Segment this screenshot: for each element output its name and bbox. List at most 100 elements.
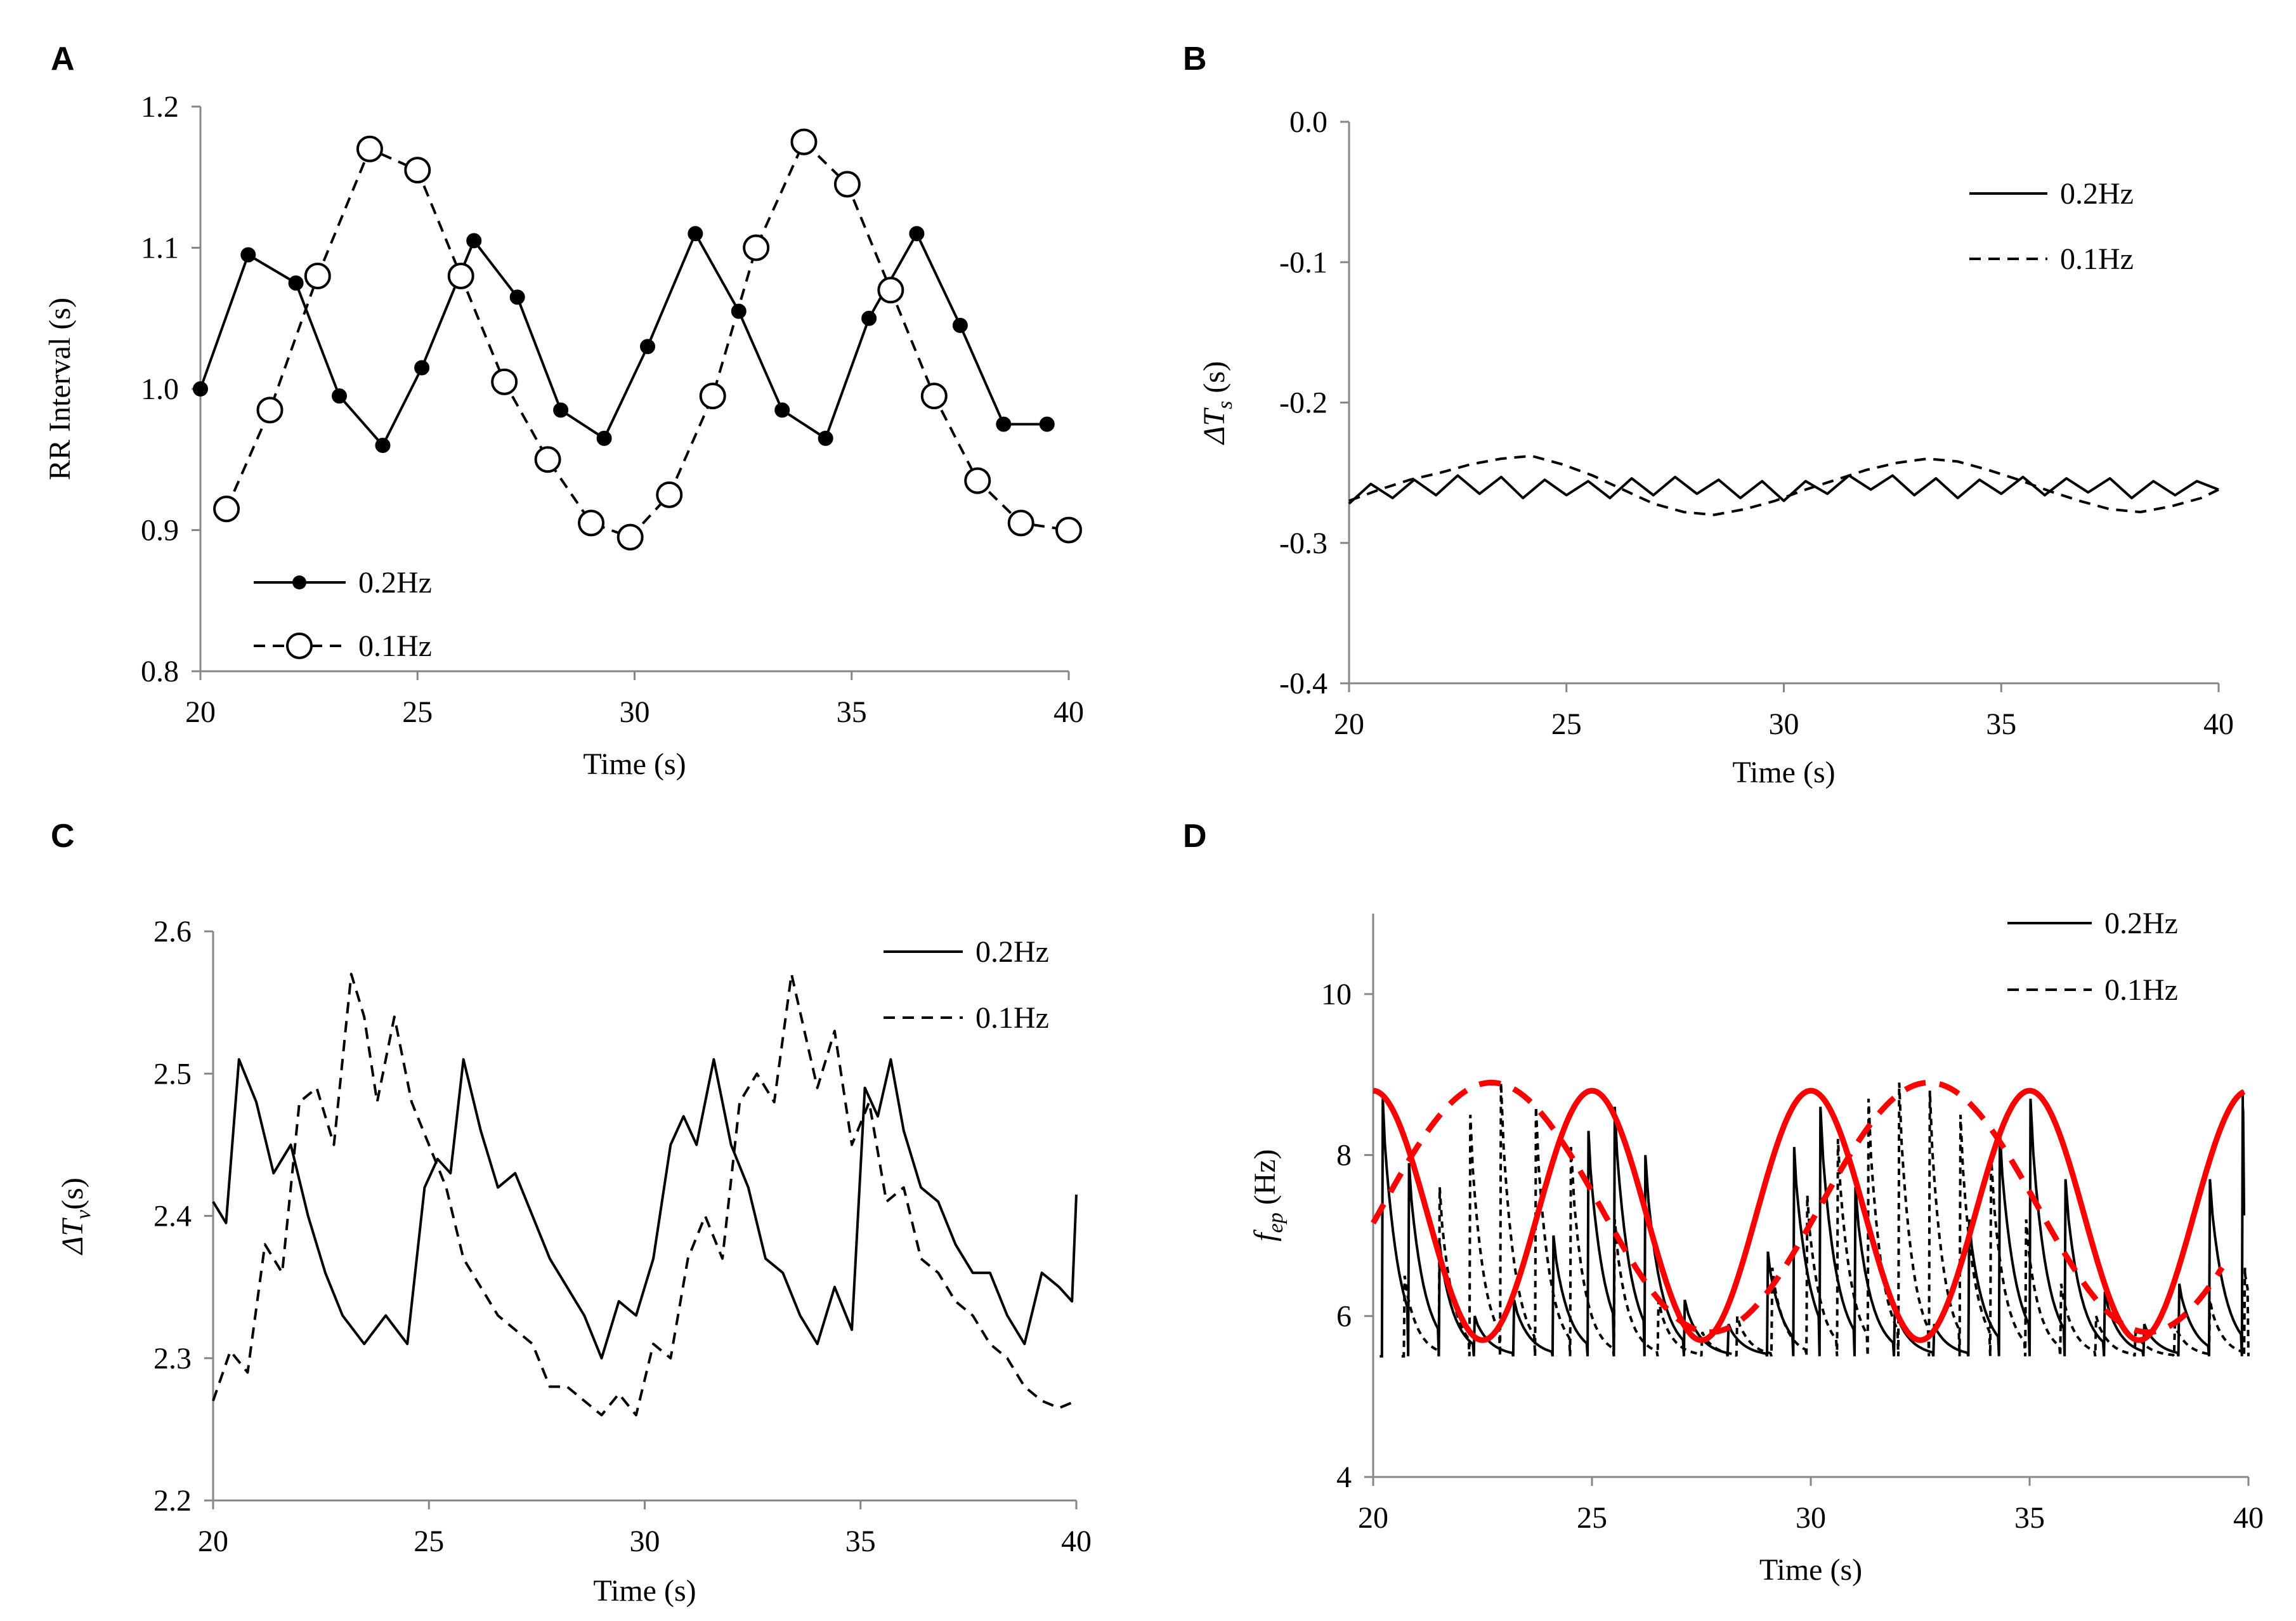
- y-axis-title-subscript: v: [72, 1209, 95, 1219]
- y-tick-label: 2.4: [153, 1200, 192, 1233]
- data-point: [774, 402, 790, 418]
- data-point: [447, 263, 474, 289]
- y-tick-label: 10: [1321, 978, 1352, 1011]
- data-point: [466, 233, 482, 249]
- x-tick-label: 30: [630, 1525, 660, 1558]
- data-point: [818, 430, 833, 446]
- panel-label: D: [1183, 818, 1207, 855]
- data-point: [288, 275, 304, 291]
- data-point: [640, 339, 656, 355]
- panel-b: B 20 25 30 35 40 0.0 -0.1 -0.2 -0.3 -0.4 Time (s) ΔT…: [1183, 41, 2234, 789]
- x-tick-label: 20: [1358, 1501, 1388, 1535]
- y-axis-title-unit: (s): [56, 1178, 89, 1210]
- y-tick-label: 1.2: [141, 90, 179, 124]
- data-point: [1007, 509, 1034, 537]
- data-point: [743, 234, 770, 261]
- y-tick-label: -0.1: [1279, 246, 1327, 279]
- y-tick-label: 1.0: [141, 372, 179, 406]
- y-axis-title-main: ΔT: [56, 1217, 89, 1256]
- legend-label: 0.2Hz: [2060, 177, 2134, 211]
- y-axis-title-unit: (s): [1197, 361, 1231, 401]
- y-axis-title: ΔTv(s): [56, 1178, 95, 1256]
- legend-label: 0.1Hz: [2104, 973, 2178, 1007]
- data-point: [996, 416, 1012, 432]
- panel-label: B: [1183, 41, 1207, 77]
- x-tick-label: 25: [414, 1525, 444, 1558]
- legend-label: 0.2Hz: [358, 566, 432, 600]
- x-axis-title: Time (s): [1732, 756, 1835, 789]
- legend-marker: [292, 575, 306, 589]
- x-tick-label: 20: [185, 695, 216, 729]
- data-point: [256, 397, 284, 424]
- series-line-1: [1348, 454, 2219, 516]
- legend-label: 0.2Hz: [2104, 907, 2178, 940]
- y-tick-label: 4: [1336, 1460, 1352, 1494]
- data-point: [491, 368, 518, 395]
- data-point: [578, 509, 605, 537]
- x-tick-label: 40: [2203, 707, 2234, 741]
- data-point: [1055, 516, 1082, 544]
- x-tick-label: 20: [198, 1525, 228, 1558]
- data-point: [616, 523, 644, 551]
- y-tick-label: 2.6: [153, 915, 192, 948]
- x-tick-label: 25: [1551, 707, 1582, 741]
- x-tick-label: 30: [1796, 1501, 1826, 1535]
- legend-label: 0.1Hz: [358, 629, 432, 663]
- y-tick-label: -0.3: [1279, 527, 1327, 560]
- y-tick-label: 8: [1336, 1139, 1352, 1172]
- y-tick-label: 0.0: [1289, 105, 1327, 139]
- data-point: [193, 381, 208, 397]
- panel-d: D 20 25 30 35 40 4 6 8 10 Time (s) fep (Hz) 0.2Hz 0.1…: [1183, 818, 2264, 1587]
- y-tick-label: 2.2: [153, 1484, 192, 1518]
- data-point: [920, 383, 948, 410]
- x-axis-title: Time (s): [593, 1574, 696, 1608]
- data-point: [1039, 416, 1055, 432]
- x-axis-title: Time (s): [583, 747, 686, 781]
- series-line-1: [1371, 1079, 2225, 1336]
- series-line-0: [1373, 1087, 2246, 1343]
- data-point: [952, 317, 968, 333]
- x-tick-label: 20: [1334, 707, 1364, 741]
- y-tick-label: 2.3: [153, 1342, 192, 1375]
- y-axis-title-main: ΔT: [1197, 407, 1231, 445]
- panel-a: A 20 25 30 35 40 0.8 0.9 1.0 1.1 1.2 Time (s) RR Int…: [43, 41, 1084, 781]
- data-point: [877, 277, 904, 304]
- series-line-0: [1348, 474, 2219, 505]
- spike-train-0-1hz: [1401, 1082, 2250, 1360]
- legend-label: 0.2Hz: [975, 935, 1049, 969]
- y-axis-title-subscript: s: [1213, 401, 1237, 409]
- x-tick-label: 40: [1053, 695, 1084, 729]
- x-axis-title: Time (s): [1759, 1553, 1862, 1587]
- data-point: [375, 438, 391, 453]
- panel-label: A: [51, 41, 75, 77]
- y-tick-label: 2.5: [153, 1057, 192, 1091]
- data-point: [688, 226, 703, 242]
- x-tick-label: 30: [1769, 707, 1799, 741]
- x-tick-label: 30: [620, 695, 650, 729]
- legend-label: 0.1Hz: [975, 1001, 1049, 1035]
- data-point: [356, 135, 383, 162]
- data-point: [790, 128, 818, 155]
- x-tick-label: 40: [2233, 1501, 2264, 1535]
- y-tick-label: 6: [1336, 1299, 1352, 1333]
- y-tick-label: -0.4: [1279, 667, 1327, 700]
- data-point: [699, 383, 726, 410]
- data-point: [964, 467, 991, 494]
- y-axis-title-unit: (Hz): [1248, 1149, 1282, 1212]
- data-point: [861, 310, 877, 326]
- spike-train-0-2hz: [1380, 1091, 2246, 1358]
- series-line-1: [225, 140, 1069, 539]
- data-point: [404, 157, 431, 184]
- series-line-1: [212, 973, 1077, 1417]
- y-axis-title-main: RR Interval (s): [43, 298, 77, 480]
- y-tick-label: 1.1: [141, 232, 179, 265]
- y-axis-title: ΔTs (s): [1197, 361, 1237, 445]
- y-tick-label: 0.8: [141, 655, 179, 688]
- y-axis-title-subscript: ep: [1264, 1212, 1288, 1233]
- data-point: [332, 388, 348, 404]
- x-tick-label: 35: [845, 1525, 876, 1558]
- data-point: [304, 263, 331, 289]
- data-point: [240, 247, 256, 263]
- data-point: [553, 402, 569, 418]
- x-tick-label: 35: [1986, 707, 2016, 741]
